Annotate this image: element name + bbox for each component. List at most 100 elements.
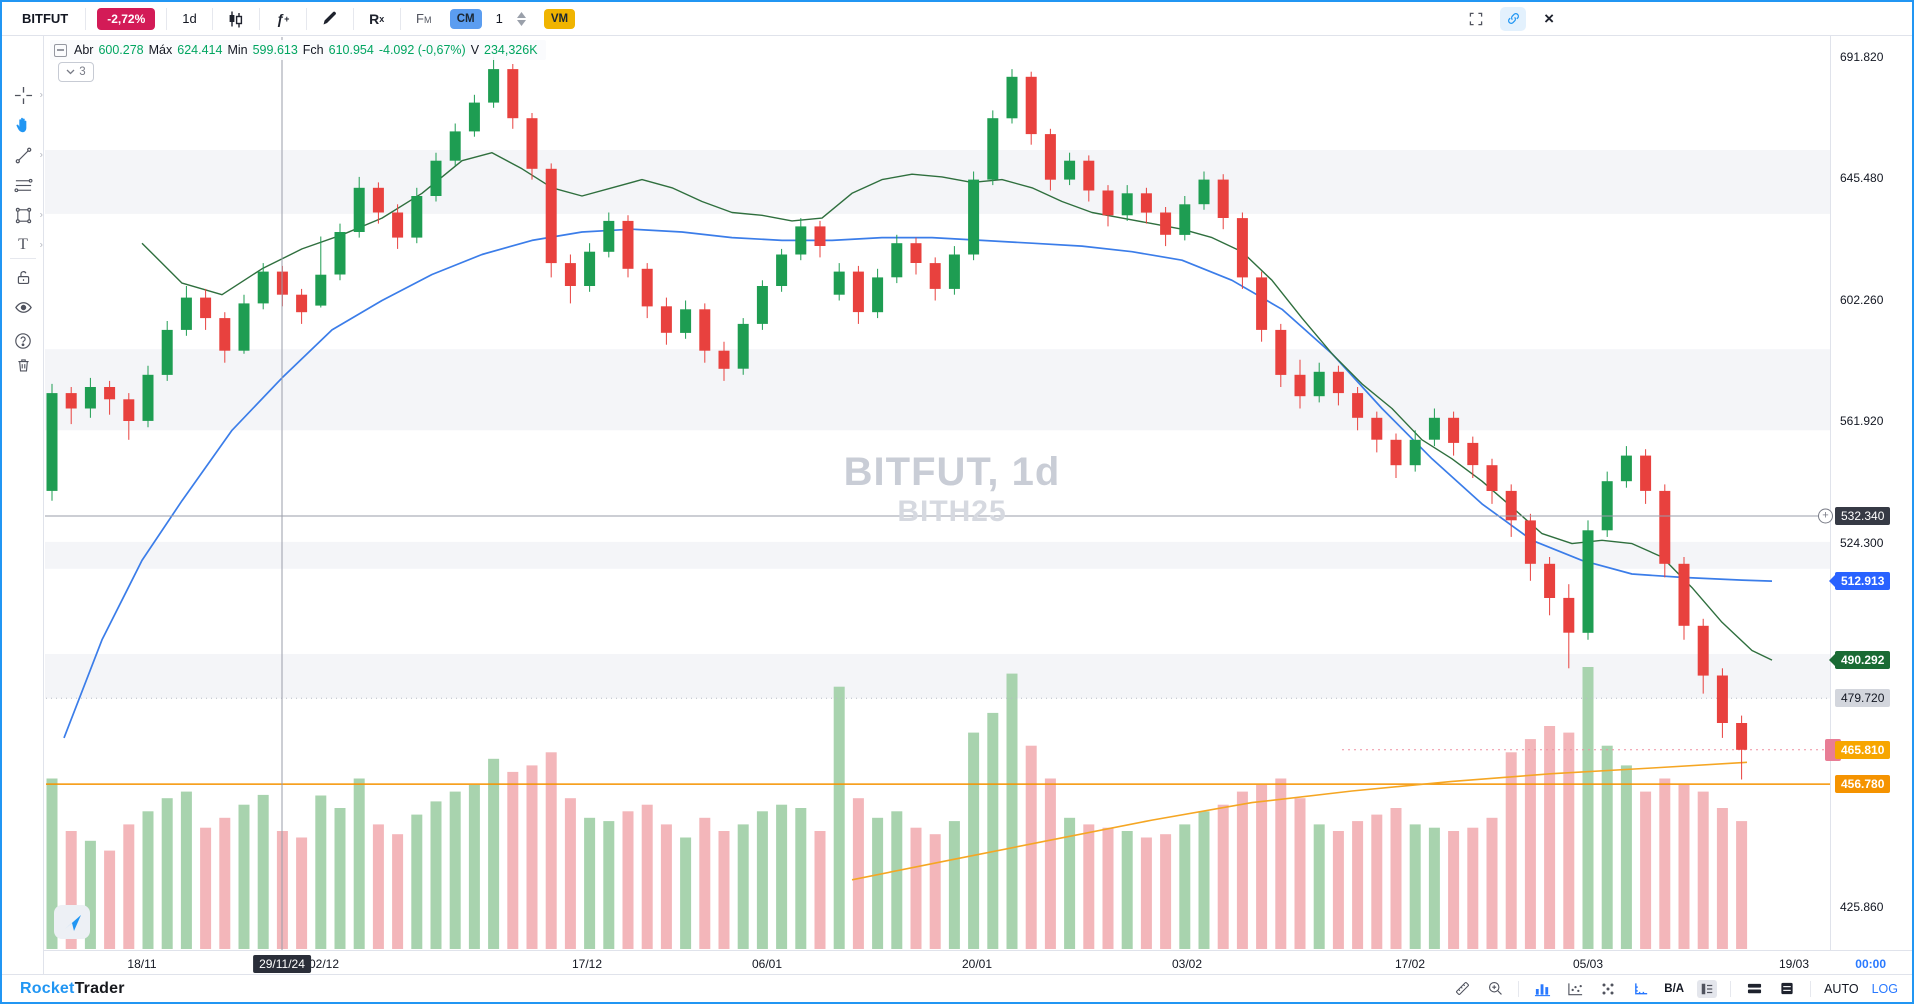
volume-histogram-icon[interactable] xyxy=(1532,980,1552,998)
candle-body xyxy=(123,399,135,421)
candle-body xyxy=(46,393,58,491)
session-time-label: 00:00 xyxy=(1855,957,1886,971)
price-axis[interactable]: 691.820 645.480 602.260 561.920 524.300 425.8… xyxy=(1818,36,1912,950)
price-tick: 602.260 xyxy=(1840,292,1884,307)
time-axis[interactable]: 00:00 18/11 02/12 17/12 06/01 20/01 03/02 17/0… xyxy=(44,951,1912,978)
parallel-lines-tool[interactable] xyxy=(2,172,44,198)
trade-panel-icon[interactable] xyxy=(1777,980,1797,998)
volume-bar xyxy=(1467,827,1479,949)
volume-bar xyxy=(1313,824,1325,949)
help-button[interactable] xyxy=(2,328,44,354)
volume-bar xyxy=(1294,798,1306,949)
quantity-value[interactable]: 1 xyxy=(495,11,503,26)
draw-pencil-icon[interactable] xyxy=(318,7,342,31)
volume-bar xyxy=(180,791,192,949)
candle-body xyxy=(1332,371,1344,394)
background-band xyxy=(45,150,1830,214)
fn-sup: + xyxy=(283,13,290,24)
background-band xyxy=(45,541,1830,569)
measure-ruler-icon[interactable] xyxy=(1452,980,1472,998)
candle-body xyxy=(718,350,730,369)
candle-body xyxy=(296,294,308,313)
price-badge-green: 490.292 xyxy=(1835,651,1891,670)
axis-scale-icon[interactable] xyxy=(1631,980,1651,998)
status-bar-right-group: B/A AUTO LOG xyxy=(1452,979,1898,998)
price-tick: 561.920 xyxy=(1840,414,1884,429)
candle-body xyxy=(1006,76,1018,119)
add-alert-plus-icon[interactable]: + xyxy=(1818,508,1833,524)
close-button[interactable]: × xyxy=(1544,8,1554,28)
symbol-button[interactable]: BITFUT xyxy=(22,11,69,26)
hide-drawings-button[interactable] xyxy=(2,294,44,320)
candle-body xyxy=(488,69,500,103)
candle-body xyxy=(833,271,845,295)
indicators-collapse-button[interactable]: 3 xyxy=(58,62,94,82)
bid-ask-toggle[interactable]: B/A xyxy=(1664,982,1685,995)
separator xyxy=(1730,980,1732,997)
legend-low-value: 599.613 xyxy=(252,43,298,57)
candlestick-style-icon[interactable] xyxy=(224,7,248,31)
volume-bar xyxy=(1044,778,1056,949)
volume-bar xyxy=(948,821,960,949)
candle-body xyxy=(1352,393,1364,418)
candle-body xyxy=(1505,490,1517,521)
remove-drawings-button[interactable] xyxy=(2,352,44,378)
brand-primary: Rocket xyxy=(20,979,75,997)
legend-change: -4.092 (-0,67%) xyxy=(378,43,466,57)
legend-collapse-icon[interactable] xyxy=(54,43,67,57)
dom-ladder-icon[interactable] xyxy=(1744,980,1764,998)
candle-body xyxy=(660,306,672,333)
candle-body xyxy=(1736,723,1748,750)
volume-bar xyxy=(1448,831,1460,949)
volume-bar xyxy=(1198,811,1210,949)
candle-body xyxy=(699,309,711,351)
lock-drawings-button[interactable] xyxy=(2,264,44,290)
indicators-button[interactable]: ƒ + xyxy=(271,7,295,31)
price-badge-orange: 465.810 xyxy=(1825,738,1891,761)
price-tick: 425.860 xyxy=(1840,899,1884,914)
candle-body xyxy=(1659,490,1671,564)
volume-bar xyxy=(680,837,692,949)
chevron-right-icon[interactable]: › xyxy=(39,239,43,251)
candle-body xyxy=(1640,455,1652,491)
log-scale-toggle[interactable]: LOG xyxy=(1871,981,1898,996)
candle-body xyxy=(1160,212,1172,235)
vm-toggle[interactable]: VM xyxy=(543,8,576,29)
time-tick: 19/03 xyxy=(1778,957,1810,971)
separator xyxy=(1810,980,1812,997)
goto-realtime-button[interactable] xyxy=(54,905,90,939)
scatter-style-icon[interactable] xyxy=(1565,980,1585,998)
chevron-right-icon[interactable]: › xyxy=(39,149,43,161)
stepper-down-icon xyxy=(516,19,526,26)
fullscreen-icon[interactable] xyxy=(1464,7,1488,31)
link-button[interactable] xyxy=(1500,6,1527,31)
candle-body xyxy=(1467,442,1479,466)
candle-body xyxy=(161,329,173,375)
auto-scale-toggle[interactable]: AUTO xyxy=(1824,981,1859,996)
candle-body xyxy=(1256,277,1268,330)
candle-body xyxy=(1102,190,1114,216)
indicators-count: 3 xyxy=(79,66,86,78)
crosshair-tool[interactable]: › xyxy=(2,82,44,108)
rectangle-tool[interactable]: › xyxy=(2,202,44,228)
chevron-right-icon[interactable]: › xyxy=(39,89,43,101)
legend-open-value: 600.278 xyxy=(98,43,144,57)
candle-body xyxy=(891,243,903,278)
candle-body xyxy=(257,271,269,304)
candle-body xyxy=(1448,417,1460,443)
order-list-icon[interactable] xyxy=(1697,979,1718,998)
volume-bar xyxy=(1160,834,1172,949)
dots-pattern-icon[interactable] xyxy=(1598,980,1618,998)
trendline-tool[interactable]: › xyxy=(2,142,44,168)
cm-toggle[interactable]: CM xyxy=(449,8,482,29)
text-tool[interactable]: T › xyxy=(18,236,43,253)
price-badge-gray: 479.720 xyxy=(1835,689,1891,708)
quantity-stepper[interactable] xyxy=(516,11,526,26)
zoom-in-icon[interactable] xyxy=(1485,980,1505,998)
interval-button[interactable]: 1d xyxy=(182,11,197,26)
chevron-right-icon[interactable]: › xyxy=(39,209,43,221)
hand-tool-active[interactable] xyxy=(2,112,44,138)
